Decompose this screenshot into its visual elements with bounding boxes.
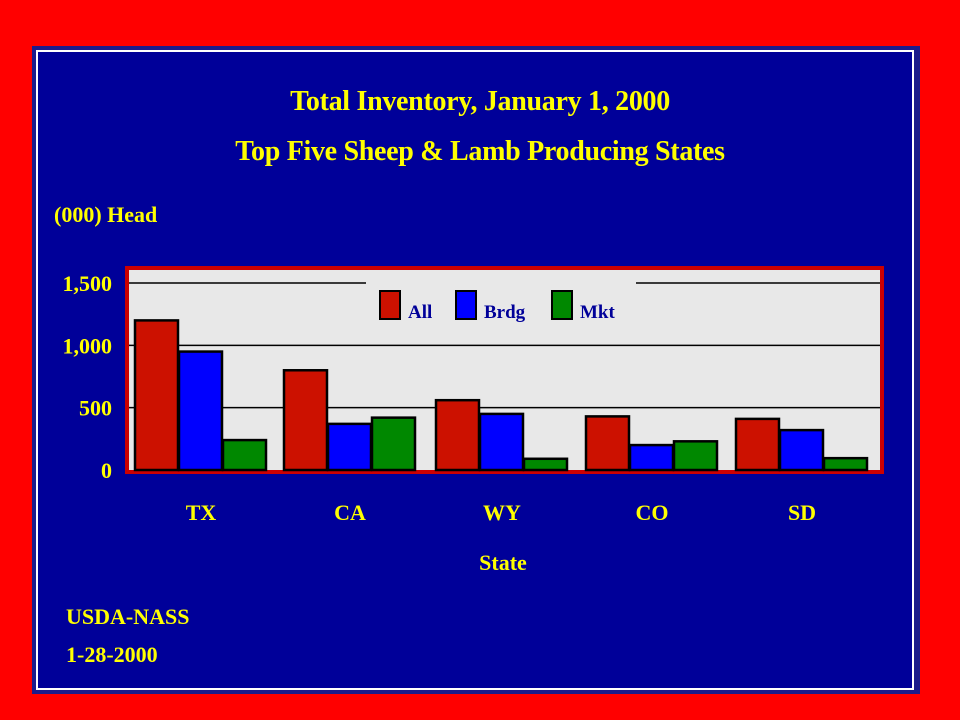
x-tick-label: CO xyxy=(636,500,669,525)
bar xyxy=(434,398,481,472)
bar xyxy=(478,412,525,472)
legend-label: Brdg xyxy=(484,302,526,323)
credit-source: USDA-NASS xyxy=(66,604,190,629)
bar xyxy=(282,369,329,472)
bar xyxy=(133,319,180,472)
bar xyxy=(628,443,675,472)
legend-swatch xyxy=(551,290,573,320)
legend-box xyxy=(366,280,636,324)
y-tick-label: 0 xyxy=(101,458,112,483)
bar xyxy=(584,415,631,472)
legend-label: Mkt xyxy=(580,302,616,323)
x-tick-label: TX xyxy=(186,500,217,525)
bar xyxy=(672,440,719,472)
bar xyxy=(326,422,373,472)
bar xyxy=(822,456,869,472)
legend-swatch xyxy=(379,290,401,320)
bar xyxy=(221,438,268,472)
y-tick-label: 1,500 xyxy=(63,271,113,296)
bar xyxy=(177,350,224,472)
y-axis-label: (000) Head xyxy=(54,202,158,227)
x-tick-label: WY xyxy=(483,500,521,525)
chart-title: Total Inventory, January 1, 2000 xyxy=(290,86,670,117)
bar xyxy=(734,417,781,472)
bar xyxy=(370,416,417,472)
x-axis-label: State xyxy=(479,550,527,575)
x-tick-label: CA xyxy=(334,500,366,525)
y-tick-label: 500 xyxy=(79,396,112,421)
chart-subtitle: Top Five Sheep & Lamb Producing States xyxy=(235,136,725,167)
bar xyxy=(522,457,569,472)
credit-date: 1-28-2000 xyxy=(66,642,158,667)
x-tick-label: SD xyxy=(788,500,816,525)
bar xyxy=(778,428,825,472)
legend-label: All xyxy=(408,302,432,323)
y-tick-label: 1,000 xyxy=(63,333,113,358)
legend-swatch xyxy=(455,290,477,320)
